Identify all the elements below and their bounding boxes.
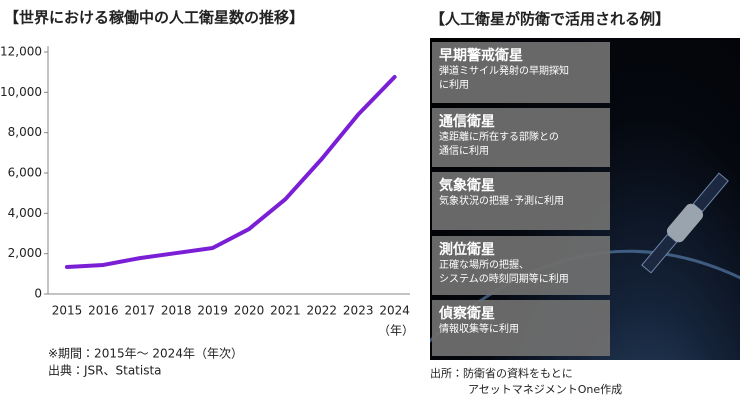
x-tick-label: 2015: [52, 304, 83, 318]
x-tick-label: 2019: [197, 304, 228, 318]
use-case-desc: 遠距離に所在する部隊との: [439, 132, 559, 143]
use-case-box: 早期警戒衛星弾道ミサイル発射の早期探知 に利用: [432, 42, 610, 103]
y-tick-label: 8,000: [8, 125, 42, 139]
source-line: 出所：防衛省の資料をもとに: [430, 367, 573, 380]
use-case-desc: 通信に利用: [439, 146, 489, 157]
x-tick-label: 2021: [270, 304, 301, 318]
x-tick-label: 2024: [379, 304, 410, 318]
y-tick-label: 2,000: [8, 246, 42, 260]
x-tick-label: 2018: [161, 304, 192, 318]
use-case-desc: 情報収集等に利用: [439, 324, 519, 335]
y-tick-label: 12,000: [0, 45, 42, 59]
chart-title: 【世界における稼働中の人工衛星数の推移】: [4, 9, 304, 27]
use-case-name: 早期警戒衛星: [439, 48, 523, 64]
use-case-name: 気象衛星: [439, 178, 495, 194]
satellite-image: 早期警戒衛星弾道ミサイル発射の早期探知 に利用通信衛星遠距離に所在する部隊との 通信…: [430, 38, 740, 360]
x-tick-label: 2017: [125, 304, 156, 318]
x-tick-label: 2016: [88, 304, 119, 318]
note: 出典：JSR、Statista: [48, 364, 162, 378]
source-line: アセットマネジメントOne作成: [468, 383, 623, 396]
y-tick-label: 6,000: [8, 166, 42, 180]
use-case-box: 測位衛星正確な場所の把握、システムの時刻同期等に利用: [432, 236, 610, 295]
use-case-desc: 正確な場所の把握、: [439, 260, 529, 271]
y-tick-label: 0: [34, 287, 42, 301]
use-case-box: 気象衛星気象状況の把握･予測に利用: [432, 172, 610, 230]
x-unit: （年）: [378, 324, 414, 338]
use-case-desc: に利用: [439, 80, 469, 91]
x-tick-label: 2023: [343, 304, 374, 318]
use-case-box: 通信衛星遠距離に所在する部隊との 通信に利用: [432, 108, 610, 167]
use-case-name: 測位衛星: [439, 242, 495, 258]
image-art: [430, 172, 740, 343]
y-tick-label: 10,000: [0, 85, 42, 99]
use-case-desc: 気象状況の把握･予測に利用: [439, 196, 564, 207]
use-case-box: 偵察衛星情報収集等に利用: [432, 300, 610, 356]
use-case-name: 偵察衛星: [439, 306, 495, 322]
source: 出所：防衛省の資料をもとに アセットマネジメントOne作成: [430, 366, 622, 398]
x-tick-label: 2020: [234, 304, 265, 318]
chart: 【世界における稼働中の人工衛星数の推移】 （年） ※期間：2015年～ 2024…: [0, 9, 414, 378]
use-case-desc: 弾道ミサイル発射の早期探知: [439, 66, 569, 77]
y-tick-label: 4,000: [8, 206, 42, 220]
panel-title: 【人工衛星が防衛で活用される例】: [430, 10, 671, 28]
note: ※期間：2015年～ 2024年（年次）: [48, 347, 243, 361]
use-case-desc: システムの時刻同期等に利用: [439, 274, 569, 285]
use-case-name: 通信衛星: [439, 114, 495, 130]
line: [65, 75, 397, 269]
x-tick-label: 2022: [307, 304, 338, 318]
